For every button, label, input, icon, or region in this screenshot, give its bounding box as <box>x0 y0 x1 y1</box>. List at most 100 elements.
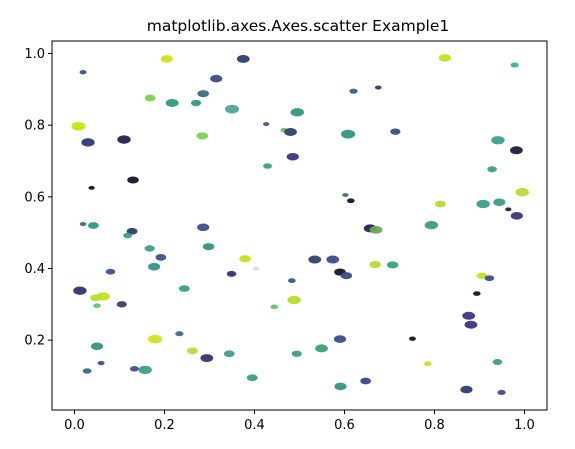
scatter-point <box>79 222 87 227</box>
scatter-point <box>105 268 116 275</box>
y-tick-label: 1.0 <box>24 47 45 62</box>
scatter-point <box>144 245 155 252</box>
scatter-point <box>202 243 215 251</box>
scatter-point <box>333 335 347 343</box>
x-tick-label: 0.0 <box>64 418 85 433</box>
scatter-point <box>223 350 235 358</box>
scatter-point <box>487 166 497 173</box>
x-tick-label: 1.0 <box>514 418 535 433</box>
scatter-point <box>263 122 270 127</box>
y-tick-label: 0.4 <box>24 262 45 277</box>
scatter-point <box>200 354 214 363</box>
scatter-point <box>408 336 416 341</box>
scatter-point <box>90 342 104 351</box>
scatter-point <box>390 128 401 135</box>
scatter-point <box>515 188 529 197</box>
scatter-point <box>369 260 381 269</box>
scatter-point <box>315 344 328 353</box>
scatter-point <box>90 294 102 302</box>
scatter-point <box>334 382 347 391</box>
scatter-point <box>493 198 506 206</box>
scatter-point <box>197 90 209 98</box>
axes-frame <box>51 40 548 411</box>
scatter-point <box>127 176 139 184</box>
scatter-point <box>160 55 173 63</box>
scatter-point <box>93 303 101 309</box>
scatter-point <box>197 223 210 232</box>
scatter-point <box>341 129 356 139</box>
scatter-point <box>123 232 133 239</box>
scatter-point <box>236 54 250 63</box>
scatter-point <box>438 54 451 62</box>
scatter-point <box>492 359 503 365</box>
scatter-point <box>347 198 355 204</box>
x-tick-label: 0.8 <box>424 418 445 433</box>
scatter-point <box>290 108 304 117</box>
scatter-point <box>434 200 446 208</box>
scatter-point <box>423 361 432 367</box>
scatter-point <box>510 62 519 68</box>
scatter-point <box>326 255 340 264</box>
scatter-point <box>224 104 240 114</box>
scatter-point <box>226 270 237 277</box>
scatter-point <box>148 262 161 271</box>
scatter-point <box>126 227 138 235</box>
scatter-point <box>510 146 523 155</box>
plot-area <box>51 40 548 411</box>
scatter-point <box>71 121 86 131</box>
scatter-point <box>190 99 202 107</box>
scatter-point <box>253 266 260 271</box>
scatter-point <box>497 389 506 396</box>
scatter-point <box>129 366 139 372</box>
scatter-point <box>424 220 439 230</box>
y-tick-label: 0.2 <box>24 334 45 349</box>
scatter-point <box>239 255 251 263</box>
scatter-point <box>287 295 301 305</box>
scatter-point <box>196 132 209 140</box>
scatter-point <box>340 272 353 280</box>
scatter-point <box>186 347 198 355</box>
y-tick-label: 0.8 <box>24 119 45 134</box>
x-tick-label: 0.4 <box>244 418 265 433</box>
x-tick-label: 0.6 <box>334 418 355 433</box>
scatter-point <box>491 136 505 145</box>
scatter-point <box>178 285 190 292</box>
scatter-point <box>342 193 349 197</box>
scatter-point <box>308 255 322 264</box>
scatter-point <box>97 360 105 366</box>
scatter-point <box>165 99 179 107</box>
scatter-point <box>510 212 523 220</box>
y-tick-label: 0.6 <box>24 190 45 205</box>
axes-background <box>52 41 547 410</box>
scatter-point <box>82 368 92 374</box>
scatter-point <box>360 377 372 385</box>
scatter-point <box>210 74 223 83</box>
scatter-point <box>284 128 297 136</box>
scatter-point <box>369 225 383 234</box>
scatter-point <box>505 207 512 212</box>
scatter-point <box>117 135 131 144</box>
scatter-point <box>73 286 87 295</box>
data-points <box>71 54 529 396</box>
scatter-point <box>464 320 478 329</box>
scatter-point <box>476 272 487 279</box>
scatter-point <box>349 88 358 94</box>
scatter-point <box>386 261 399 269</box>
scatter-point <box>175 331 184 337</box>
scatter-point <box>484 275 495 282</box>
scatter-point <box>88 185 95 190</box>
scatter-point <box>79 70 87 75</box>
x-tick-label: 0.2 <box>154 418 175 433</box>
scatter-point <box>462 311 476 320</box>
chart-title: matplotlib.axes.Axes.scatter Example1 <box>147 17 450 35</box>
y-axis: 0.2 0.4 0.6 0.8 1.0 <box>24 47 52 349</box>
scatter-point <box>374 85 382 90</box>
scatter-point <box>286 152 299 161</box>
scatter-point <box>155 254 167 261</box>
scatter-point <box>263 163 272 169</box>
scatter-point <box>144 94 156 102</box>
scatter-point <box>81 138 95 147</box>
scatter-point <box>87 222 99 229</box>
scatter-point <box>473 291 481 296</box>
